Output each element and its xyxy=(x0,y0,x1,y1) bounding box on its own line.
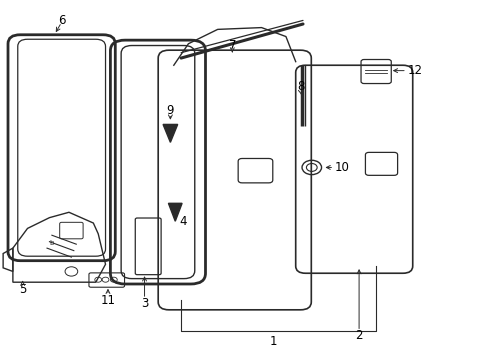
Text: b: b xyxy=(50,240,54,246)
Text: 12: 12 xyxy=(407,64,422,77)
Text: 7: 7 xyxy=(228,39,236,52)
Polygon shape xyxy=(168,203,182,221)
Text: 11: 11 xyxy=(100,294,115,307)
Text: 3: 3 xyxy=(141,297,148,310)
Text: 8: 8 xyxy=(296,80,304,93)
Polygon shape xyxy=(163,125,177,142)
Text: 9: 9 xyxy=(166,104,174,117)
Text: 5: 5 xyxy=(19,283,26,296)
Text: 2: 2 xyxy=(355,329,362,342)
Text: 1: 1 xyxy=(269,335,277,348)
Text: 4: 4 xyxy=(180,215,187,228)
Text: 10: 10 xyxy=(334,161,349,174)
Text: 6: 6 xyxy=(58,14,65,27)
